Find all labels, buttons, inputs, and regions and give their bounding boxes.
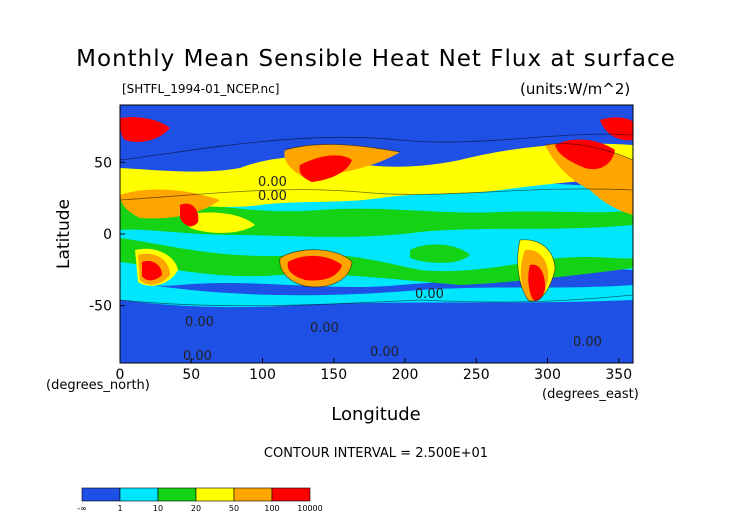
cyan-south-patch bbox=[120, 280, 633, 308]
colorbar-label-2: 10 bbox=[153, 504, 163, 513]
contour-interval: CONTOUR INTERVAL = 2.500E+01 bbox=[263, 446, 489, 461]
contour-label-5: 0.00 bbox=[310, 321, 339, 336]
contour-label-7: 0.00 bbox=[573, 335, 602, 350]
contour-label-1: 0.00 bbox=[258, 175, 287, 190]
colorbar-swatch-2 bbox=[157, 487, 197, 502]
contour-label-0: 0.00 bbox=[258, 189, 287, 204]
red-south-america bbox=[528, 264, 546, 301]
colorbar-label-6: 10000 bbox=[297, 504, 322, 513]
colorbar-swatch-4 bbox=[233, 487, 273, 502]
contour-line-2 bbox=[120, 188, 633, 201]
units-label: (units:W/m^2) bbox=[520, 80, 631, 98]
x-tick-label-0: 0 bbox=[116, 367, 125, 383]
file-label: [SHTFL_1994-01_NCEP.nc] bbox=[122, 82, 280, 96]
y-tick-label-2: -50 bbox=[89, 299, 112, 315]
x-tick-label-3: 150 bbox=[320, 367, 347, 383]
contour-line-5 bbox=[120, 294, 633, 307]
red-australia bbox=[287, 255, 342, 281]
contour-line-7 bbox=[544, 143, 633, 161]
green-band-south bbox=[120, 238, 633, 285]
x-tick-label-7: 350 bbox=[605, 367, 632, 383]
red-north-america bbox=[555, 139, 615, 170]
y-axis-label: Latitude bbox=[54, 199, 74, 269]
x-axis-unit: (degrees_east) bbox=[542, 387, 639, 402]
red-india bbox=[180, 203, 199, 227]
chart-title: Monthly Mean Sensible Heat Net Flux at s… bbox=[76, 46, 676, 72]
colorbar-label-0: -∞ bbox=[77, 504, 87, 513]
orange-north-america bbox=[545, 143, 633, 215]
x-tick-label-6: 300 bbox=[534, 367, 561, 383]
red-greenland bbox=[120, 117, 170, 142]
x-ticks: 0 50 100 150 200 250 300 350 bbox=[116, 358, 632, 383]
colorbar-swatch-0 bbox=[81, 487, 121, 502]
contour-label-6: 0.00 bbox=[370, 345, 399, 360]
x-axis-label: Longitude bbox=[331, 404, 421, 425]
contour-line-6 bbox=[284, 144, 401, 153]
yellow-arabia bbox=[180, 212, 255, 233]
y-tick-label-1: 0 bbox=[103, 227, 112, 243]
x-tick-label-2: 100 bbox=[249, 367, 276, 383]
contour-label-3: 0.00 bbox=[185, 315, 214, 330]
colorbar-label-3: 20 bbox=[191, 504, 201, 513]
y-tick-label-0: 50 bbox=[94, 155, 112, 171]
contour-lines bbox=[120, 133, 633, 307]
green-patch-1 bbox=[410, 244, 470, 263]
plot-area bbox=[120, 105, 633, 363]
colorbar: -∞ 1 10 20 50 100 10000 bbox=[77, 487, 323, 513]
y-axis-unit: (degrees_north) bbox=[46, 378, 150, 393]
contour-line-1 bbox=[120, 133, 633, 161]
x-tick-label-1: 50 bbox=[182, 367, 200, 383]
red-south-africa bbox=[142, 260, 162, 281]
colorbar-swatch-3 bbox=[195, 487, 235, 502]
contour-label-2: 0.00 bbox=[415, 287, 444, 302]
red-north-asia bbox=[299, 155, 352, 182]
colorbar-label-1: 1 bbox=[117, 504, 122, 513]
contour-line-3 bbox=[279, 249, 353, 288]
contour-label-4: 0.00 bbox=[183, 349, 212, 364]
x-tick-label-5: 250 bbox=[463, 367, 490, 383]
colorbar-label-4: 50 bbox=[229, 504, 239, 513]
colorbar-swatch-5 bbox=[271, 487, 311, 502]
x-tick-label-4: 200 bbox=[392, 367, 419, 383]
contour-line-4 bbox=[517, 239, 556, 302]
colorbar-swatch-1 bbox=[119, 487, 159, 502]
contour-labels: 0.000.000.000.000.000.000.000.00 bbox=[183, 175, 602, 364]
colorbar-label-5: 100 bbox=[264, 504, 279, 513]
y-ticks: 50 0 -50 bbox=[89, 155, 125, 315]
